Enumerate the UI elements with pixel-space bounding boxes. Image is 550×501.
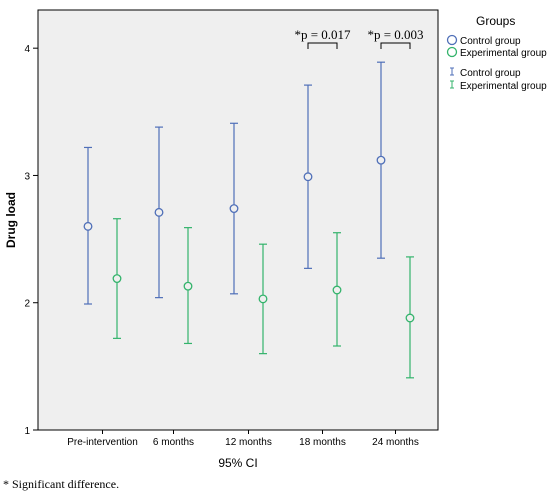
x-tick-label: 18 months [299,437,346,448]
significance-bracket [380,42,411,49]
mean-point [83,221,93,231]
significance-label: *p = 0.017 [294,27,351,42]
mean-point [183,281,193,291]
x-tick-label: 12 months [225,437,272,448]
significance-annotation: *p = 0.003 [367,27,424,49]
y-axis: 1 2 3 4 [24,44,38,437]
mean-point [376,155,386,165]
mean-point [154,207,164,217]
y-axis-title: Drug load [4,192,18,248]
significance-bracket [307,42,338,49]
mean-point [303,172,313,182]
series-experimental [112,218,415,379]
legend-label-marker-control: Control group [460,36,521,47]
legend-label-marker-experimental: Experimental group [460,48,547,59]
x-axis-title: 95% CI [218,456,257,470]
mean-point [229,204,239,213]
legend-bar-control [450,67,454,76]
series-layer [83,61,415,379]
plot-area [37,9,439,431]
x-tick-label: Pre-intervention [67,437,138,448]
legend: Groups Control group Experimental group … [446,14,547,92]
x-tick-label: 6 months [153,437,194,448]
x-axis: Pre-intervention 6 months 12 months 18 mont… [67,430,419,448]
mean-point [112,274,122,283]
significance-label: *p = 0.003 [367,27,423,42]
series-control [83,61,386,305]
legend-label-bar-control: Control group [460,68,521,79]
legend-marker-experimental [446,46,458,58]
annotation-layer: *p = 0.017 *p = 0.003 [294,27,424,49]
significance-annotation: *p = 0.017 [294,27,351,49]
y-tick-label: 4 [24,44,30,55]
legend-bar-experimental [450,80,454,89]
y-tick-label: 2 [24,299,30,310]
mean-point [332,285,342,295]
x-tick-label: 24 months [372,437,419,448]
y-tick-label: 3 [24,171,30,182]
mean-point [405,313,415,323]
legend-marker-control [446,34,458,46]
mean-point [258,294,268,304]
legend-title: Groups [476,14,515,28]
legend-label-bar-experimental: Experimental group [460,81,547,92]
y-tick-label: 1 [24,426,30,437]
footnote: * Significant difference. [3,477,119,491]
